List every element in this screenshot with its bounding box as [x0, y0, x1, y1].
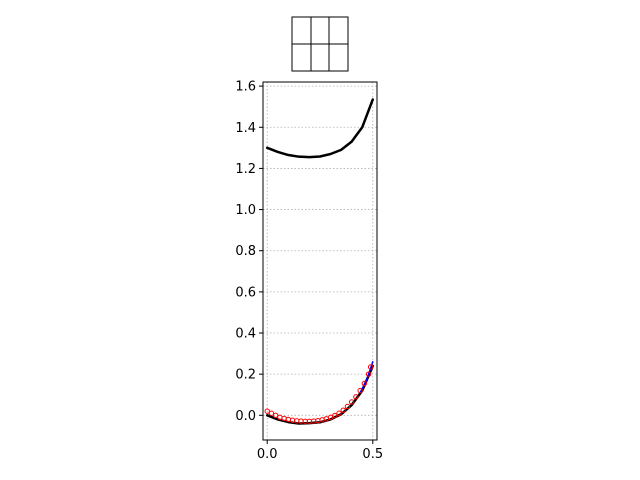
data-point [365, 371, 372, 377]
axis-ticks: 0.0 0.5 0.0 0.2 0.4 0.6 0.8 1.0 1.2 1.4 1.6 [235, 80, 383, 462]
y-tick-label: 0.2 [235, 368, 256, 383]
axes-frame [262, 81, 378, 441]
data-point [361, 380, 368, 387]
data-point [264, 408, 270, 414]
data-point [344, 403, 351, 410]
axes: 0.0 0.5 0.0 0.2 0.4 0.6 0.8 1.0 1.2 1.4 1.6 [235, 80, 383, 462]
data-point [336, 410, 342, 416]
inset-table [291, 16, 349, 72]
data-point [340, 407, 346, 413]
data-point [272, 412, 279, 419]
y-tick-label: 1.4 [235, 121, 256, 136]
y-tick-label: 1.0 [235, 203, 256, 218]
data-point [327, 414, 334, 421]
y-tick-label: 0.6 [235, 285, 256, 300]
x-tick-label: 0.5 [362, 447, 383, 462]
data-point [367, 364, 374, 370]
data-point [357, 387, 363, 394]
grid [263, 82, 377, 440]
data-point [353, 394, 359, 400]
series-line [265, 98, 375, 159]
y-tick-label: 0.0 [235, 409, 256, 424]
y-tick-label: 1.2 [235, 162, 256, 177]
x-tick-label: 0.0 [257, 447, 278, 462]
series-line [359, 361, 374, 394]
y-tick-label: 0.4 [235, 327, 256, 342]
y-tick-label: 1.6 [235, 80, 256, 95]
data-point [332, 412, 338, 419]
data-point [348, 399, 355, 405]
y-tick-label: 0.8 [235, 244, 256, 259]
plot-area [264, 98, 375, 425]
data-point [268, 410, 275, 416]
